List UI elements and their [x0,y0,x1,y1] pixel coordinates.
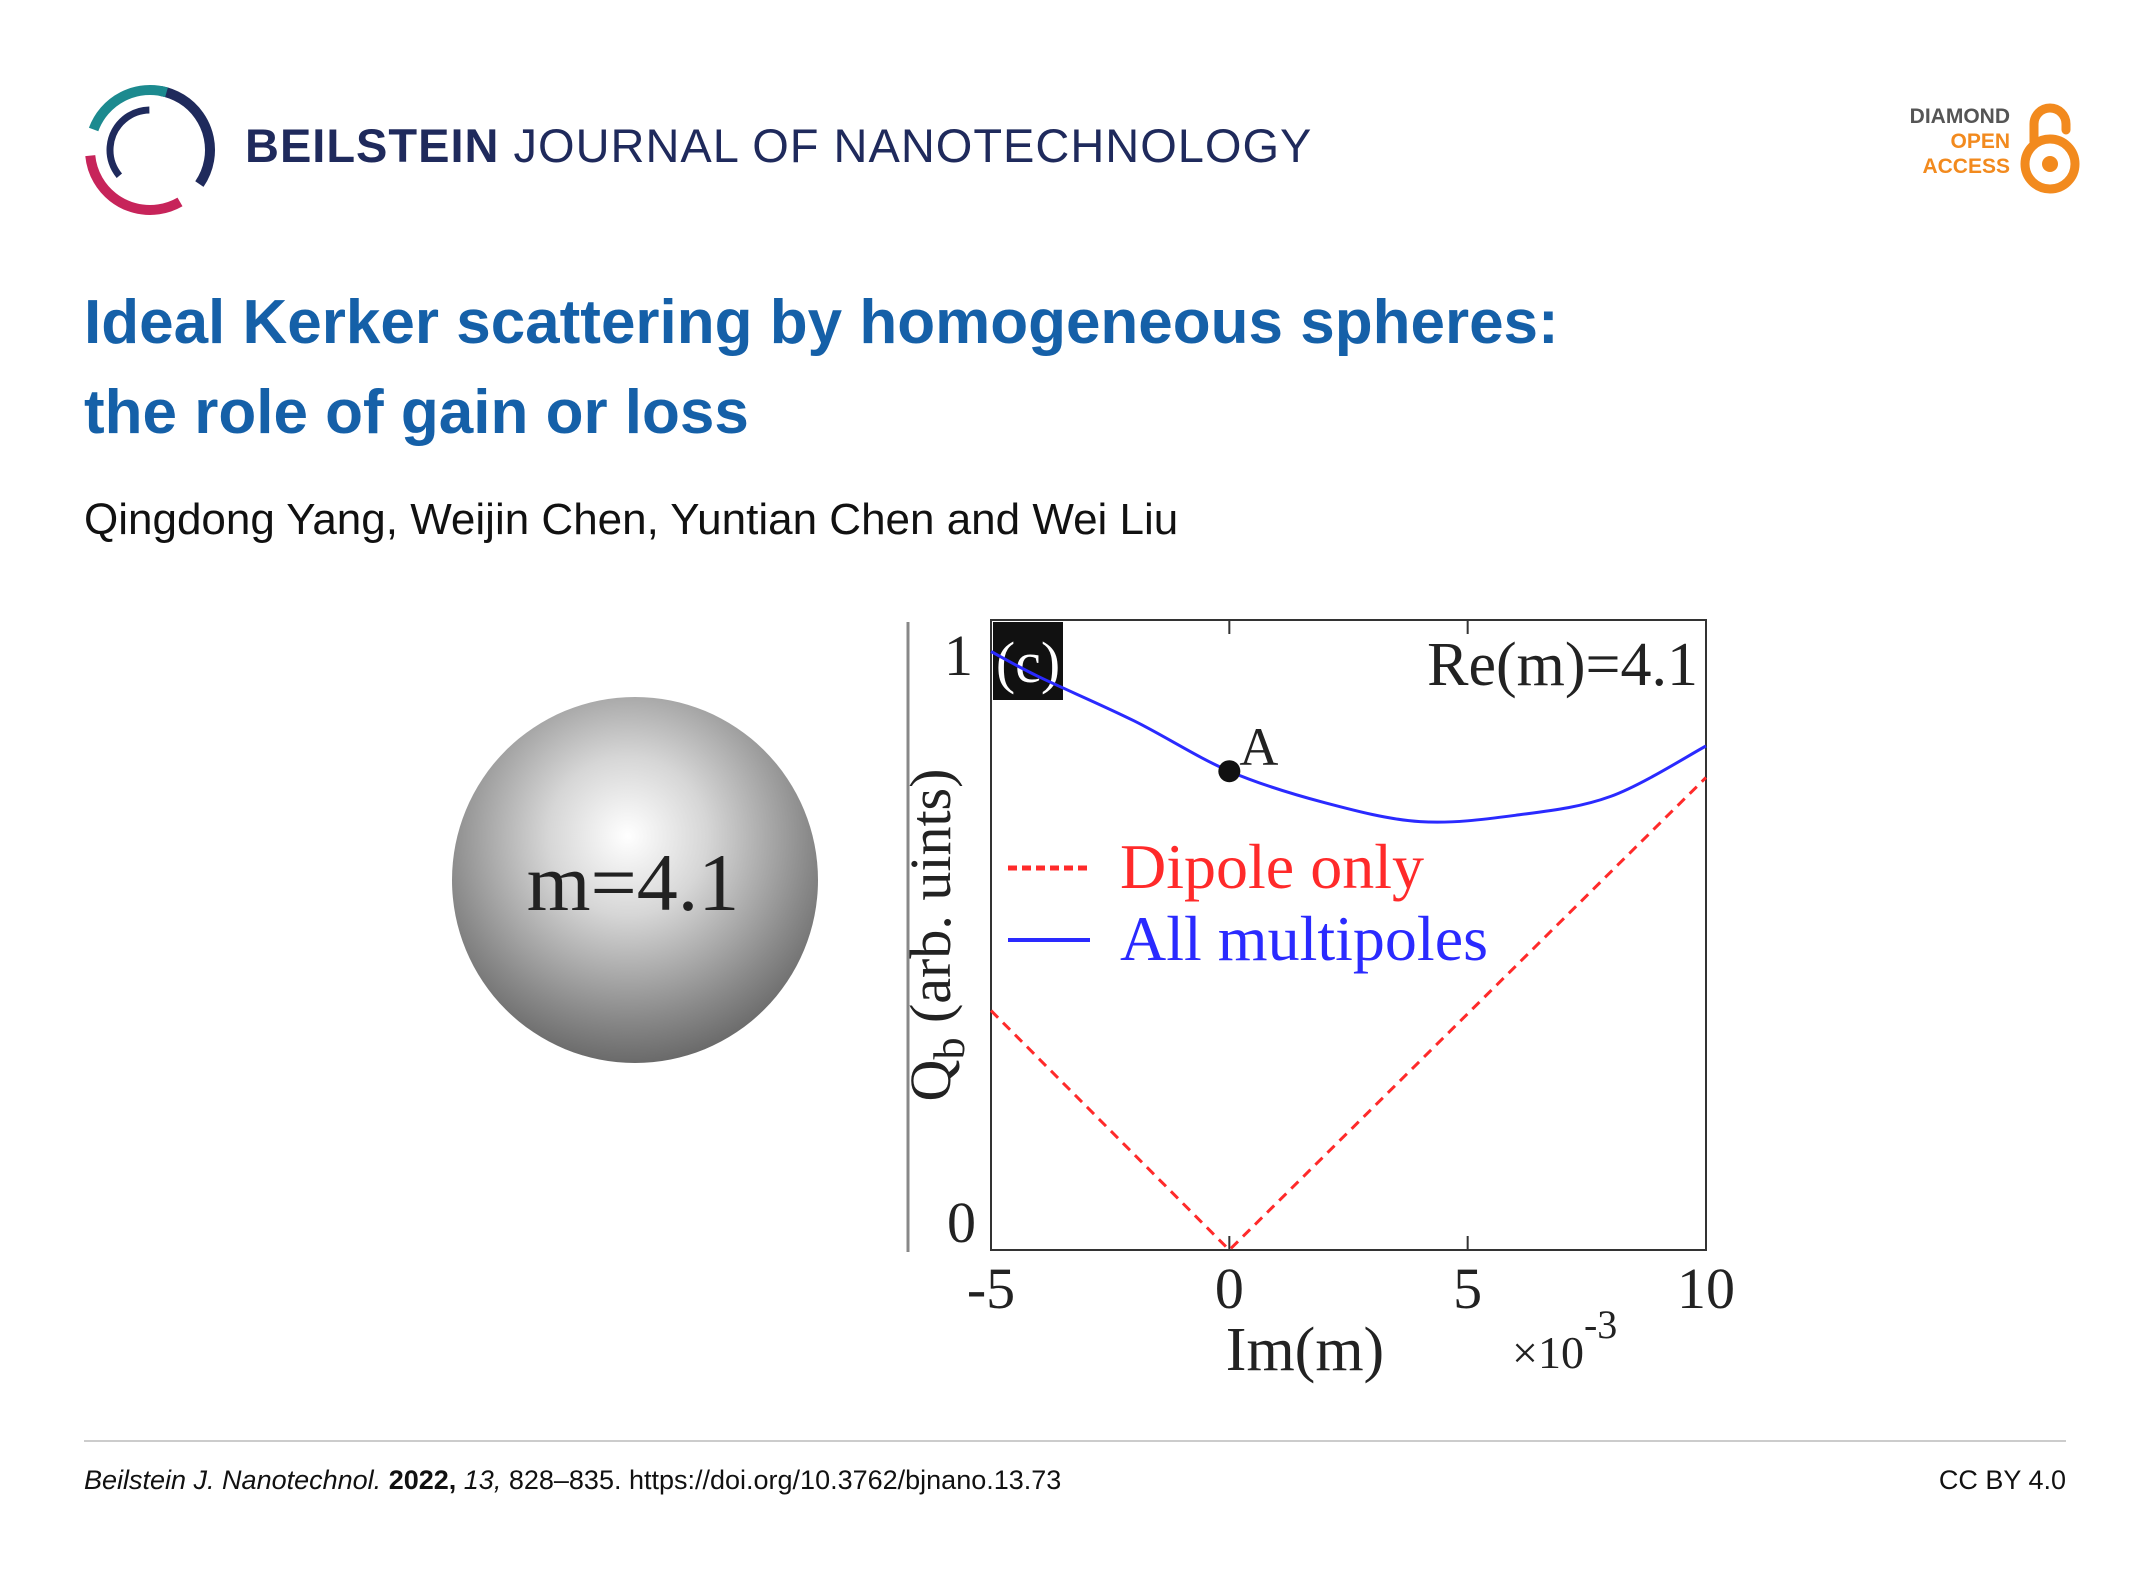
footer-citation: Beilstein J. Nanotechnol. 2022, 13, 828–… [84,1465,1061,1496]
point-a-marker [1218,760,1241,783]
y-axis-label-sub: b [925,1038,974,1060]
y-tick-label-1: 1 [944,623,973,688]
re-m-annotation: Re(m)=4.1 [1427,631,1698,699]
x-axis-multiplier-base: ×10 [1512,1327,1584,1378]
footer-pages-doi[interactable]: 828–835. https://doi.org/10.3762/bjnano.… [508,1465,1062,1495]
paper-title-line-1: Ideal Kerker scattering by homogeneous s… [84,288,1559,357]
x-tick-label: 0 [1215,1256,1244,1321]
open-access-lock-icon [2020,103,2080,194]
journal-title-light: JOURNAL OF NANOTECHNOLOGY [513,119,1313,172]
oa-diamond-text: DIAMOND [1909,105,2010,128]
oa-access-text: ACCESS [1922,155,2010,178]
journal-title-strong: BEILSTEIN [245,119,500,172]
x-tick-label: -5 [967,1256,1015,1321]
series-layer [989,650,1708,1253]
footer-license: CC BY 4.0 [1938,1465,2066,1495]
x-tick-label: 10 [1677,1256,1735,1321]
legend: Dipole only All multipoles [1008,831,1488,974]
x-axis-multiplier-exp: -3 [1584,1302,1617,1347]
y-axis-label: Qb (arb. uints) [898,769,974,1102]
y-axis-label-q: Q [898,1060,963,1102]
paper-title-line-2: the role of gain or loss [84,378,749,447]
graphical-abstract-figure: m=4.1 (c) Re(m)=4.1 1 0 Qb (arb. uints) … [452,619,1735,1384]
x-ticks: -5 0 5 10 [967,620,1735,1321]
series-line-all-multipoles [990,650,1707,824]
panel-label-box [993,622,1063,700]
panel-label: (c) [996,630,1060,695]
y-axis-label-rest: (arb. uints) [898,769,963,1038]
diamond-open-access-badge: DIAMOND OPEN ACCESS [1890,100,2080,195]
x-axis-label: Im(m) [1226,1316,1384,1384]
footer-divider [84,1440,2066,1442]
footer-journal-abbrev: Beilstein J. Nanotechnol. [84,1465,382,1495]
sphere-label: m=4.1 [527,837,740,928]
sphere [452,697,818,1063]
paper-title: Ideal Kerker scattering by homogeneous s… [84,278,1984,458]
plot-frame [990,619,1707,1251]
journal-title: BEILSTEIN JOURNAL OF NANOTECHNOLOGY [245,118,1312,173]
y-tick-label-0: 0 [947,1190,976,1255]
legend-multipoles-label: All multipoles [1120,903,1488,974]
point-a-label: A [1239,717,1278,777]
x-axis-multiplier: ×10-3 [1512,1302,1617,1378]
paper-authors: Qingdong Yang, Weijin Chen, Yuntian Chen… [84,495,1179,544]
series-line-dipole-only [989,776,1708,1253]
legend-dipole-label: Dipole only [1120,831,1424,902]
x-tick-label: 5 [1453,1256,1482,1321]
footer-volume: 13, [463,1465,502,1495]
footer-year: 2022, [388,1465,457,1495]
beilstein-logo-icon [85,85,215,215]
oa-open-text: OPEN [1950,130,2010,153]
